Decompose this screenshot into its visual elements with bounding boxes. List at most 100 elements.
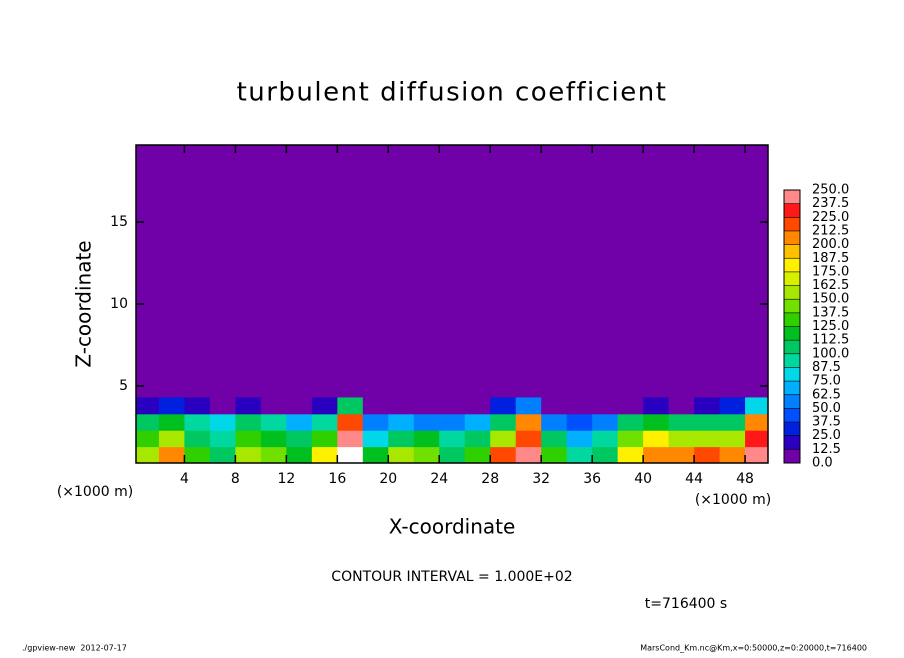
colorbar-label: 112.5 <box>812 333 849 348</box>
cell <box>158 430 185 448</box>
cell <box>209 446 236 464</box>
cell <box>745 430 769 448</box>
cell <box>184 413 211 431</box>
x-tick-label: 8 <box>231 471 240 487</box>
cell <box>337 413 364 431</box>
cell <box>136 446 160 464</box>
cell <box>566 397 593 415</box>
cell <box>694 430 721 448</box>
cell <box>235 446 262 464</box>
cell <box>694 397 721 415</box>
cell <box>286 413 313 431</box>
colorbar-swatch <box>784 340 800 354</box>
cell <box>643 397 670 415</box>
x-tick-label: 20 <box>379 471 397 487</box>
cell <box>260 413 287 431</box>
cell <box>413 397 440 415</box>
colorbar-label: 75.0 <box>812 374 841 389</box>
colorbar-label: 137.5 <box>812 305 849 320</box>
cell <box>388 430 415 448</box>
colorbar-label: 212.5 <box>812 223 849 238</box>
colorbar-swatch <box>784 394 800 409</box>
x-tick-label: 4 <box>180 471 189 487</box>
cell <box>260 397 287 415</box>
colorbar-swatch <box>784 435 800 450</box>
x-tick-label: 44 <box>685 471 703 487</box>
cell <box>592 413 619 431</box>
cell <box>286 446 313 464</box>
colorbar-label: 237.5 <box>812 196 849 211</box>
colorbar-swatch <box>784 230 800 245</box>
cell <box>745 413 769 431</box>
cell <box>643 430 670 448</box>
cell <box>337 446 364 464</box>
colorbar-label: 162.5 <box>812 278 849 293</box>
cell <box>515 397 542 415</box>
y-axis-label: Z-coordinate <box>72 240 96 367</box>
cell <box>439 413 466 431</box>
colorbar-swatch <box>784 299 800 313</box>
cell <box>541 413 568 431</box>
cell <box>617 430 644 448</box>
cell <box>515 446 542 464</box>
x-tick-label: 40 <box>634 471 652 487</box>
cell <box>719 413 746 431</box>
cell <box>643 446 670 464</box>
cell <box>464 397 491 415</box>
cell <box>136 413 160 431</box>
colorbar-swatch <box>784 408 800 423</box>
cell <box>643 413 670 431</box>
cell <box>337 430 364 448</box>
colorbar-label: 125.0 <box>812 319 849 334</box>
cell <box>158 413 185 431</box>
cell <box>439 430 466 448</box>
cell <box>745 446 769 464</box>
cell <box>617 397 644 415</box>
colorbar-label: 175.0 <box>812 264 849 279</box>
cell <box>209 397 236 415</box>
cell <box>235 397 262 415</box>
colorbar-label: 25.0 <box>812 428 841 443</box>
x-tick-label: 28 <box>481 471 499 487</box>
colorbar-label: 62.5 <box>812 387 841 402</box>
cell <box>464 413 491 431</box>
colorbar-swatch <box>784 203 800 218</box>
colorbar-label: 225.0 <box>812 210 849 225</box>
cell <box>668 430 695 448</box>
footer: ./gpview-new 2012-07-17 <box>22 644 127 653</box>
cell <box>286 430 313 448</box>
cell <box>617 446 644 464</box>
cell <box>745 397 769 415</box>
cell <box>719 430 746 448</box>
cell <box>362 397 389 415</box>
colorbar-label: 100.0 <box>812 346 849 361</box>
cell <box>566 430 593 448</box>
cell <box>260 430 287 448</box>
cell <box>311 446 338 464</box>
cell <box>209 413 236 431</box>
cell <box>592 446 619 464</box>
colorbar-label: 200.0 <box>812 237 849 252</box>
colorbar-swatch <box>784 353 800 368</box>
cell <box>388 413 415 431</box>
cell <box>235 430 262 448</box>
cell <box>362 413 389 431</box>
cell <box>464 430 491 448</box>
cell <box>311 413 338 431</box>
cell <box>541 430 568 448</box>
cell <box>413 413 440 431</box>
cell <box>490 446 517 464</box>
cell <box>515 413 542 431</box>
cell <box>362 430 389 448</box>
colorbar-label: 12.5 <box>812 442 841 457</box>
cell <box>286 397 313 415</box>
cell <box>515 430 542 448</box>
cell <box>413 446 440 464</box>
colorbar-swatch <box>784 326 800 341</box>
colorbar-swatch <box>784 285 800 300</box>
colorbar-label: 187.5 <box>812 251 849 266</box>
x-tick-label: 36 <box>583 471 601 487</box>
colorbar-swatch <box>784 422 800 436</box>
cell <box>184 446 211 464</box>
